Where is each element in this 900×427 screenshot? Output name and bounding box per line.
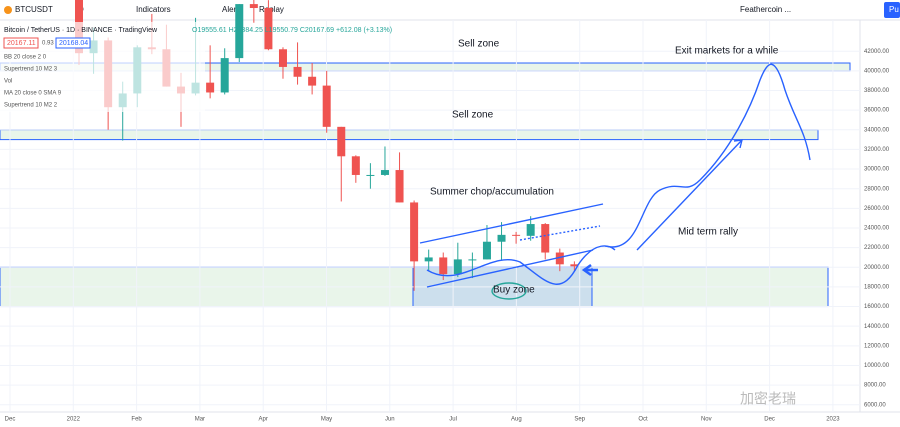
candle-body [264,8,273,50]
study-label: BB 20 close 2 0 [4,55,47,61]
candle-body [439,257,448,275]
projection [604,63,811,248]
price-arrow-head [581,263,592,277]
study-label: Supertrend 10 M2 3 [4,67,58,73]
buy-zone-label: Buy zone [493,285,535,296]
sell-zone-label: Sell zone [452,110,494,121]
study-label: MA 20 close 0 SMA 9 [4,91,62,97]
y-tick-label: 34000.00 [864,127,890,133]
x-tick-label: Dec [764,417,775,423]
x-tick-label: Oct [638,417,648,423]
x-tick-label: 2022 [67,417,81,423]
y-tick-label: 24000.00 [864,226,890,232]
ask-box [55,37,91,49]
x-tick-label: Aug [511,417,522,423]
legend-title: Bitcoin / TetherUS · 1D · BINANCE · Trad… [4,27,158,34]
y-tick-label: 20000.00 [864,265,890,271]
candle-body [410,202,419,262]
y-tick-label: 38000.00 [864,88,890,94]
x-tick-label: 2023 [826,417,840,423]
x-tick-label: Jun [385,417,395,423]
sell-zone-label: Sell zone [458,39,500,50]
y-tick-label: 12000.00 [864,343,890,349]
x-tick-label: Mar [195,417,205,423]
alert-btn[interactable]: Alert [222,5,239,14]
channel-bottom [426,249,594,288]
x-tick-label: Feb [131,417,142,423]
wave [426,245,616,285]
candle-body [512,234,521,236]
candle-body [570,264,579,267]
x-tick-label: Apr [259,417,268,423]
candle-body [351,156,360,175]
candle-body [337,126,346,157]
candle-body [308,76,317,86]
ask: 20168.04 [59,40,88,47]
candle-body [424,257,433,262]
candle-body [322,85,331,127]
indicators-btn[interactable]: Indicators [136,5,171,14]
symbol[interactable]: BTCUSDT [15,5,53,14]
candle-body [497,234,506,242]
drawings [419,63,811,300]
legend-ohlc: O19555.61 H20384.25 L19550.79 C20167.69 … [192,27,392,34]
x-tick-label: Jul [449,417,457,423]
candle-body [293,66,302,77]
symbol-icon [4,6,12,14]
x-tick-label: Sep [574,417,585,423]
y-tick-label: 22000.00 [864,245,890,251]
x-tick-label: May [321,417,332,423]
bid: 20167.11 [7,40,36,47]
x-tick-label: Dec [5,417,16,423]
buy-circle [491,282,527,300]
annotation: Exit markets for a while [675,46,779,57]
study-label: Supertrend 10 M2 2 [4,103,58,109]
candle-body [453,259,462,275]
candle-body [206,82,215,93]
candle-body [526,224,535,236]
y-tick-label: 10000.00 [864,363,890,369]
candle-body [555,252,564,265]
layout-name[interactable]: Feathercoin ... [740,5,791,14]
candle-body [249,4,258,9]
bid-box [3,37,39,49]
y-tick-label: 16000.00 [864,304,890,310]
candle-body [220,58,229,93]
rally-arrow [636,139,743,251]
y-tick-label: 30000.00 [864,167,890,173]
toolbar [0,0,900,20]
x-tick-label: Nov [701,417,712,423]
annotation: Summer chop/accumulation [430,187,554,198]
rally-arrow-head [733,139,743,149]
y-tick-label: 32000.00 [864,147,890,153]
y-tick-label: 18000.00 [864,284,890,290]
y-tick-label: 28000.00 [864,186,890,192]
channel-top [419,203,604,244]
candle-body [482,241,491,260]
y-tick-label: 40000.00 [864,68,890,74]
publish-btn[interactable] [884,2,900,18]
candle-body [541,224,550,253]
study-label: Vol [4,79,12,85]
candle-body [235,4,244,59]
candle-body [278,49,287,67]
candle-body [468,259,477,261]
watermark: 加密老瑞 [740,391,796,407]
y-tick-label: 8000.00 [864,383,886,389]
y-tick-label: 42000.00 [864,49,890,55]
y-tick-label: 14000.00 [864,324,890,330]
legend-bg [0,22,205,112]
y-tick-label: 6000.00 [864,402,886,408]
annotation: Mid term rally [678,227,738,238]
channel-mid [519,225,601,241]
y-tick-label: 36000.00 [864,108,890,114]
candle-body [395,170,404,203]
y-tick-label: 26000.00 [864,206,890,212]
publish-label[interactable]: Pu [889,5,899,14]
candle-body [380,170,389,175]
spread: 0.93 [42,41,54,47]
candle-body [366,174,375,176]
